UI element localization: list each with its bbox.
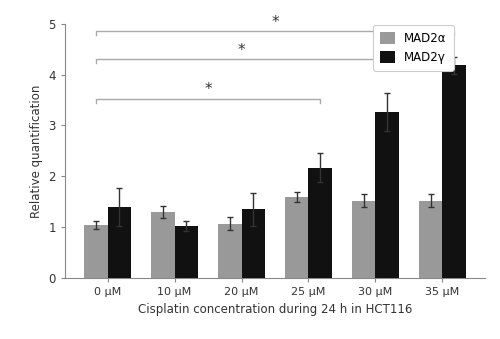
- Text: *: *: [238, 43, 246, 58]
- X-axis label: Cisplatin concentration during 24 h in HCT116: Cisplatin concentration during 24 h in H…: [138, 303, 412, 316]
- Text: *: *: [204, 82, 212, 98]
- Bar: [174, 226, 198, 278]
- Y-axis label: Relative quantification: Relative quantification: [30, 84, 43, 218]
- Bar: [151, 212, 174, 278]
- Bar: [376, 112, 399, 278]
- Text: *: *: [271, 15, 279, 30]
- Bar: [352, 201, 376, 278]
- Legend: MAD2α, MAD2γ: MAD2α, MAD2γ: [374, 24, 454, 71]
- Bar: [108, 207, 131, 278]
- Bar: [218, 224, 242, 278]
- Bar: [308, 167, 332, 278]
- Bar: [242, 209, 265, 278]
- Bar: [84, 224, 108, 278]
- Bar: [442, 65, 466, 278]
- Bar: [285, 197, 308, 278]
- Bar: [419, 201, 442, 278]
